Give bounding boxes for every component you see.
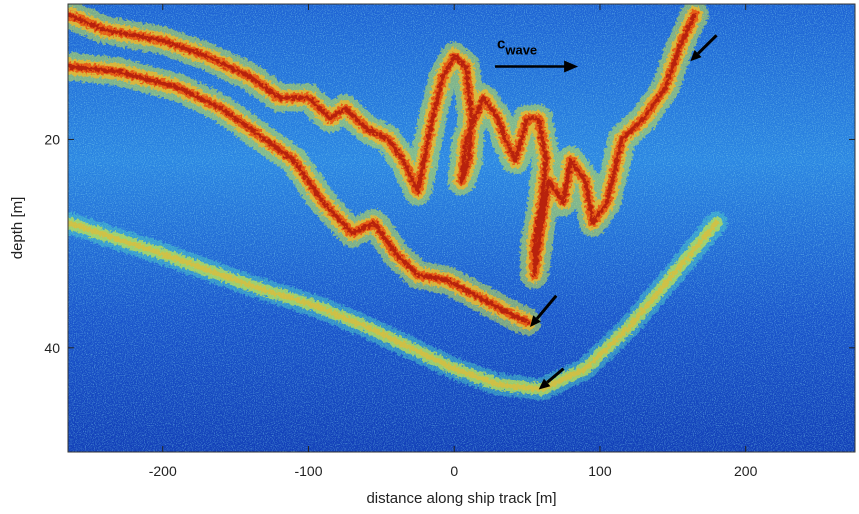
- x-axis-label: distance along ship track [m]: [366, 490, 556, 507]
- feature-arrow-2-head: [529, 315, 541, 327]
- feature-arrow-2-shaft: [535, 294, 558, 320]
- x-tick-label: 100: [588, 463, 612, 479]
- backscatter-layer-3-band-3: [68, 220, 719, 392]
- x-tick-label: -100: [294, 463, 322, 479]
- y-tick-label: 20: [44, 131, 60, 147]
- wave-direction-arrow-head: [564, 60, 579, 73]
- backscatter-layer-1-band-4: [68, 12, 697, 277]
- feature-arrow-1-head: [690, 50, 702, 62]
- feature-arrow-3-shaft: [546, 367, 565, 384]
- backscatter-layers: [68, 4, 728, 401]
- x-tick-label: 200: [734, 463, 758, 479]
- plot-frame: [67, 3, 856, 453]
- x-tick-label: -200: [149, 463, 177, 479]
- wave-label-main: c: [497, 36, 505, 53]
- axes: -200 -100 0 100 200 20 40: [44, 3, 856, 479]
- y-tick-label: 40: [44, 340, 60, 356]
- y-axis-label: depth [m]: [9, 197, 26, 260]
- wave-label-sub: wave: [504, 43, 537, 58]
- x-tick-label: 0: [450, 463, 458, 479]
- feature-arrow-3-head: [538, 378, 551, 390]
- feature-arrow-1-shaft: [697, 34, 718, 55]
- backscatter-layer-2-band-4: [68, 64, 530, 324]
- wave-label: cwave: [497, 36, 537, 58]
- annotations: cwave: [495, 34, 718, 390]
- plot-area: cwave: [68, 4, 855, 452]
